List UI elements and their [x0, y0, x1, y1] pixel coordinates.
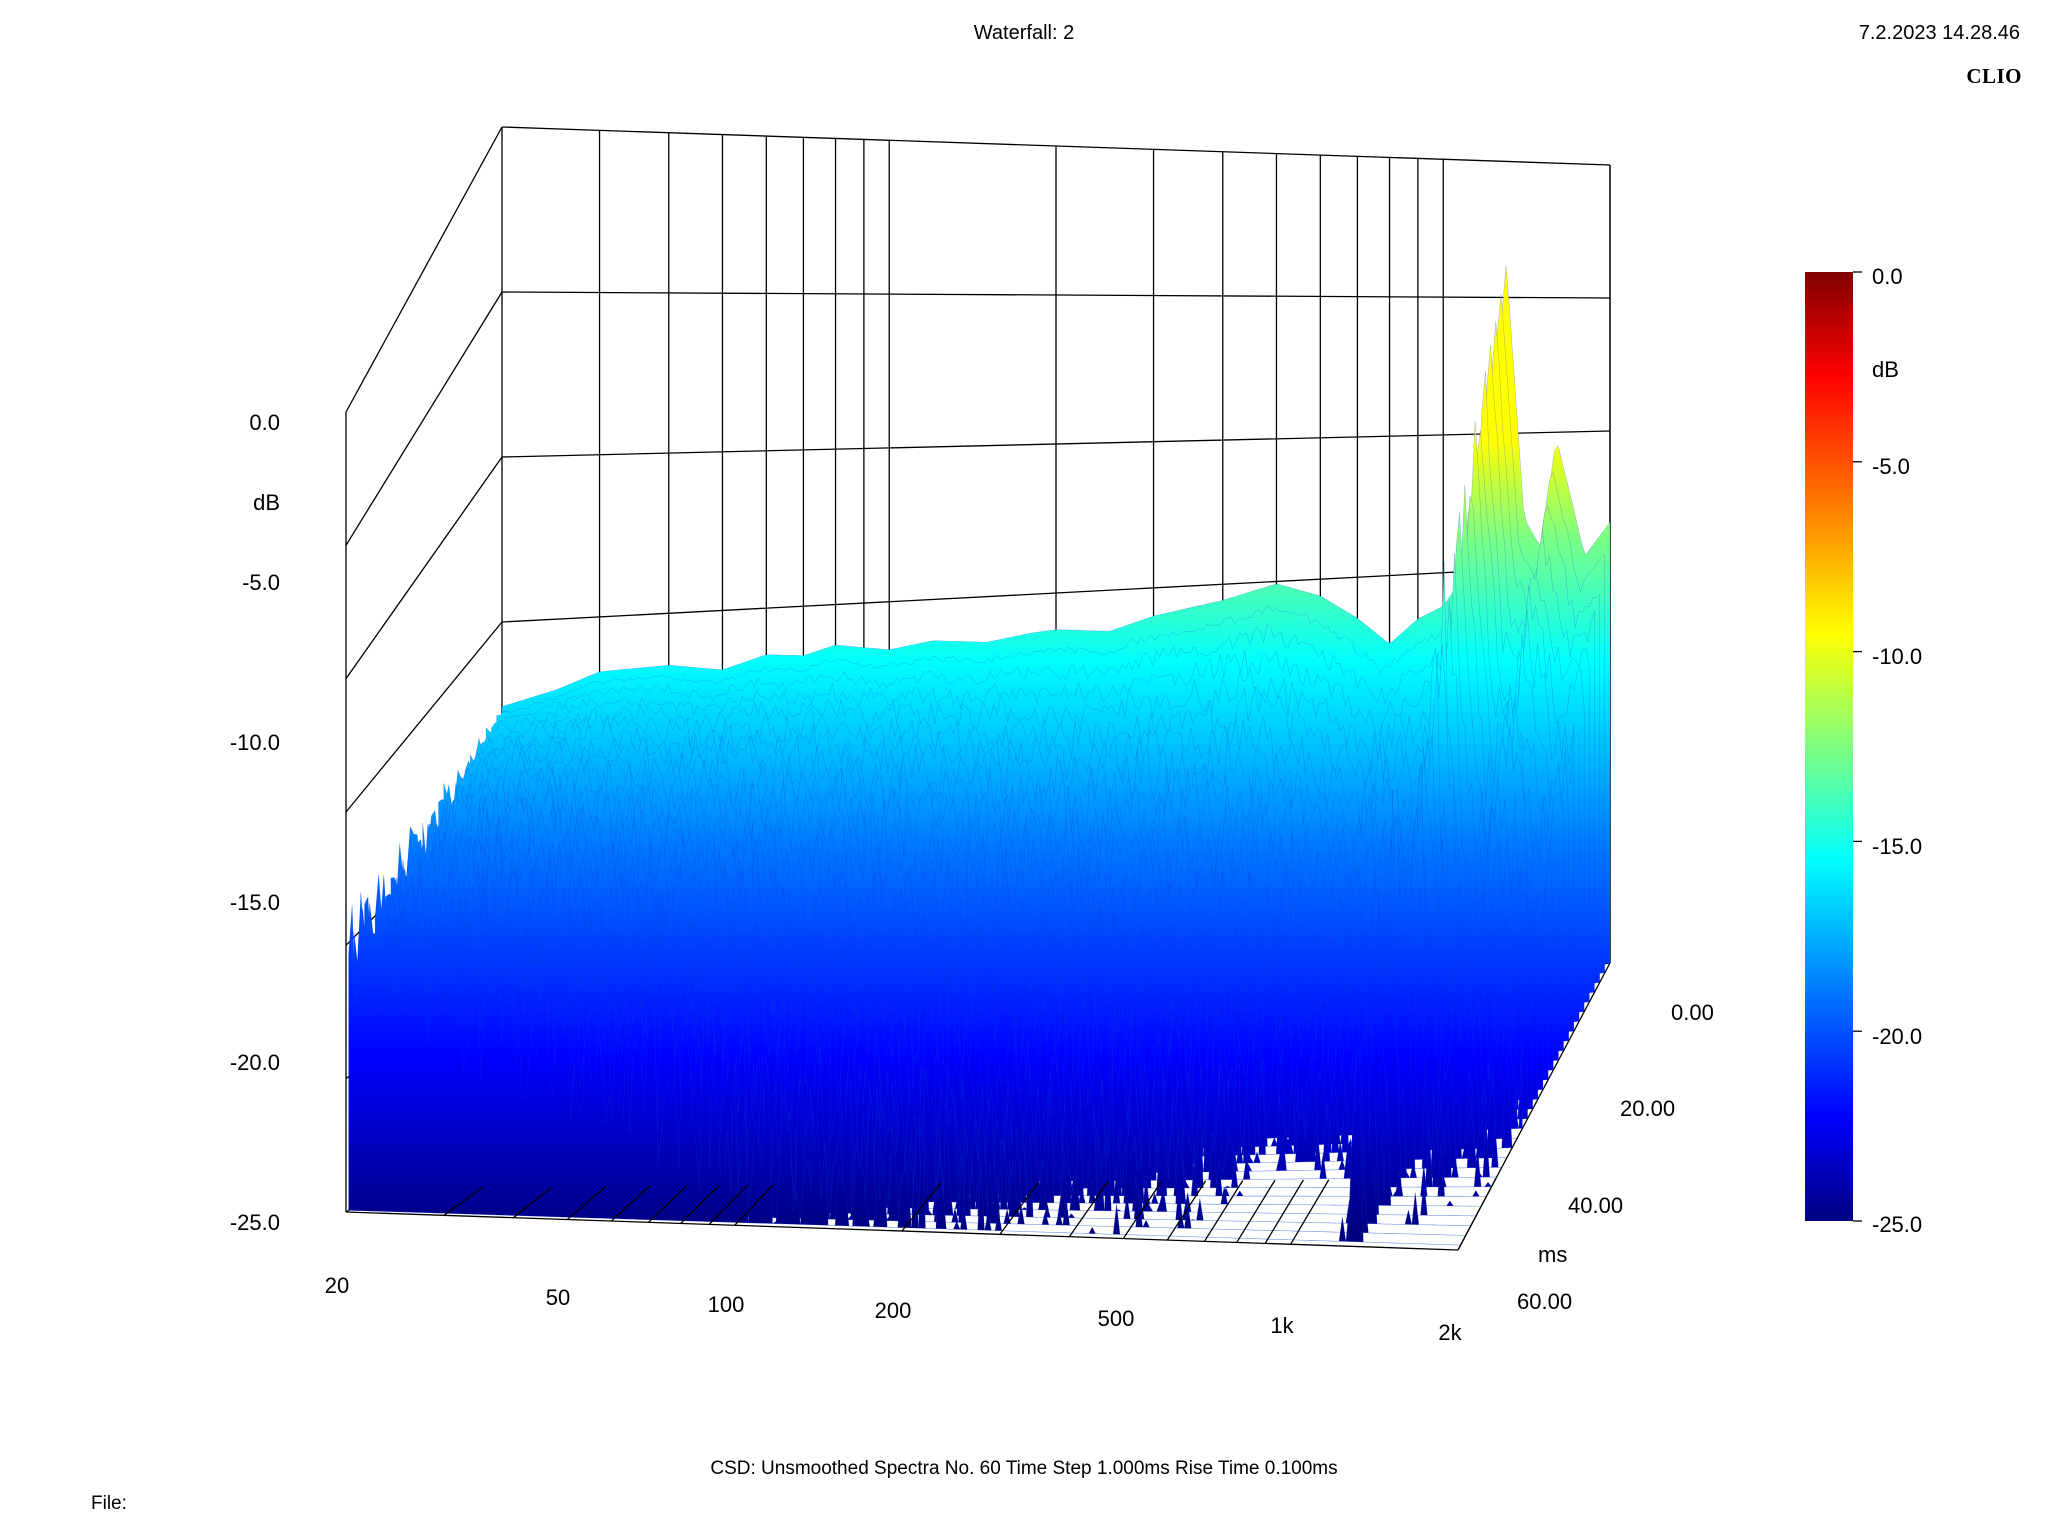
- grid-line-db: [345, 291, 503, 546]
- colorbar-tick-label: -20.0: [1872, 1024, 1922, 1049]
- db-tick-label: -25.0: [230, 1210, 280, 1235]
- frequency-tick-label: 500: [1098, 1306, 1135, 1331]
- brand-logo: CLIO: [1966, 64, 2022, 88]
- floor-grid-line: [1264, 1179, 1304, 1244]
- file-label: File:: [91, 1493, 127, 1514]
- floor-grid-line: [1122, 1180, 1163, 1239]
- measurement-info: CSD: Unsmoothed Spectra No. 60 Time Step…: [710, 1458, 1338, 1479]
- grid-line-db: [345, 456, 503, 680]
- db-tick-label: -10.0: [230, 730, 280, 755]
- floor-grid-line: [1203, 1180, 1244, 1242]
- frequency-tick-label: 1k: [1270, 1313, 1294, 1338]
- frequency-tick-label: 50: [546, 1285, 570, 1310]
- colorbar-tick-label: -15.0: [1872, 834, 1922, 859]
- time-tick-label: 20.00: [1620, 1096, 1675, 1121]
- floor-grid-line: [734, 1184, 774, 1226]
- axis-labels: 0.0 -5.0 -10.0 -15.0 -20.0 -25.0 dB 20 50 100 200 5…: [230, 410, 1714, 1345]
- floor-grid-line: [901, 1182, 942, 1232]
- box-edge: [345, 126, 503, 413]
- floor-grid-line: [1457, 1177, 1497, 1251]
- floor-grid-line: [512, 1186, 553, 1219]
- time-tick-label: 0.00: [1671, 1000, 1714, 1025]
- colorbar-tick-label: -5.0: [1872, 454, 1910, 479]
- floor-grid-line: [1290, 1179, 1330, 1245]
- frequency-tick-label: 100: [708, 1292, 745, 1317]
- frequency-tick-label: 2k: [1438, 1320, 1462, 1345]
- floor-grid-line: [648, 1185, 688, 1223]
- frequency-tick-label: 20: [325, 1273, 349, 1298]
- floor-grid-line: [1236, 1179, 1276, 1243]
- colorbar-label: dB: [1872, 357, 1899, 382]
- floor-grid-line: [443, 1186, 484, 1216]
- waterfall-surface: [348, 265, 1611, 1246]
- time-axis-label: ms: [1538, 1242, 1567, 1267]
- time-tick-label: 60.00: [1517, 1289, 1572, 1314]
- colorbar-scale: [1805, 272, 1853, 1221]
- db-tick-label: -5.0: [242, 570, 280, 595]
- frequency-tick-label: 200: [875, 1298, 912, 1323]
- colorbar: 0.0 -5.0 -10.0 -15.0 -20.0 -25.0 dB: [1805, 264, 1922, 1237]
- front-axis: [345, 962, 1611, 1251]
- chart-title: Waterfall: 2: [973, 22, 1075, 44]
- db-axis-label: dB: [253, 490, 280, 515]
- grid-line-db: [345, 621, 503, 813]
- colorbar-tick-label: -10.0: [1872, 644, 1922, 669]
- colorbar-tick-label: -25.0: [1872, 1212, 1922, 1237]
- spectrum-slice: [348, 905, 1461, 1246]
- floor-grid-line: [1068, 1181, 1109, 1238]
- db-tick-label: -15.0: [230, 890, 280, 915]
- colorbar-tick-label: 0.0: [1872, 264, 1903, 289]
- floor-grid-line: [708, 1184, 749, 1225]
- floor-grid-line: [1166, 1180, 1207, 1241]
- db-tick-label: 0.0: [249, 410, 280, 435]
- timestamp: 7.2.2023 14.28.46: [1858, 22, 2020, 44]
- floor-grid-line: [566, 1185, 607, 1221]
- floor-grid-line: [680, 1184, 720, 1224]
- time-tick-label: 40.00: [1568, 1193, 1623, 1218]
- floor-grid-line: [999, 1181, 1039, 1235]
- floor-grid-line: [610, 1185, 651, 1222]
- db-tick-label: -20.0: [230, 1050, 280, 1075]
